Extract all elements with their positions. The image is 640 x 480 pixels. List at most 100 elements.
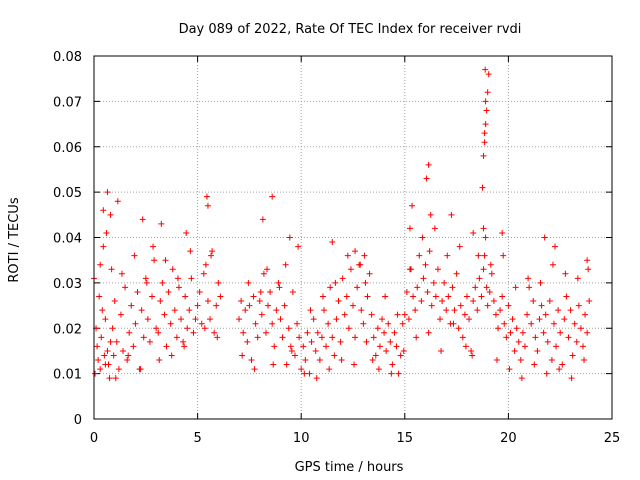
data-point xyxy=(306,370,313,377)
data-point xyxy=(507,329,514,336)
data-point xyxy=(561,316,568,323)
data-point xyxy=(481,252,488,259)
data-point xyxy=(518,375,525,382)
data-point xyxy=(184,325,191,332)
data-point xyxy=(449,284,456,291)
data-point xyxy=(291,352,298,359)
data-point xyxy=(277,316,284,323)
data-point xyxy=(548,357,555,364)
data-point xyxy=(501,320,508,327)
data-point xyxy=(444,252,451,259)
data-point xyxy=(559,361,566,368)
data-point xyxy=(252,320,259,327)
data-point xyxy=(92,370,99,377)
data-point xyxy=(329,334,336,341)
data-point xyxy=(344,252,351,259)
data-point xyxy=(556,366,563,373)
data-point xyxy=(281,302,288,309)
data-point xyxy=(110,352,117,359)
data-point xyxy=(100,243,107,250)
data-point xyxy=(528,320,535,327)
data-point xyxy=(420,275,427,282)
data-point xyxy=(406,225,413,232)
data-point xyxy=(134,288,141,295)
data-point xyxy=(569,352,576,359)
data-point xyxy=(149,293,156,300)
data-point xyxy=(137,366,144,373)
data-point xyxy=(474,307,481,314)
y-tick-label: 0 xyxy=(74,413,82,428)
data-point xyxy=(339,275,346,282)
data-point xyxy=(202,261,209,268)
data-point xyxy=(139,216,146,223)
data-point xyxy=(279,334,286,341)
data-point xyxy=(180,338,187,345)
data-point xyxy=(481,130,488,137)
data-point xyxy=(480,152,487,159)
data-point xyxy=(541,234,548,241)
data-point xyxy=(388,370,395,377)
data-point xyxy=(360,320,367,327)
data-point xyxy=(571,320,578,327)
data-point xyxy=(484,89,491,96)
y-tick-label: 0.07 xyxy=(53,95,82,110)
data-point xyxy=(482,98,489,105)
data-point xyxy=(183,229,190,236)
data-point xyxy=(264,266,271,273)
data-point xyxy=(443,307,450,314)
data-point xyxy=(251,366,258,373)
data-point xyxy=(125,352,132,359)
data-point xyxy=(207,316,214,323)
data-point xyxy=(399,320,406,327)
data-point xyxy=(586,298,593,305)
data-point xyxy=(540,329,547,336)
data-point xyxy=(288,347,295,354)
data-point xyxy=(318,334,325,341)
data-point xyxy=(273,307,280,314)
data-point xyxy=(294,320,301,327)
data-point xyxy=(515,338,522,345)
data-point xyxy=(492,311,499,318)
chart-title: Day 089 of 2022, Rate Of TEC Index for r… xyxy=(179,22,522,37)
data-point xyxy=(584,329,591,336)
data-point xyxy=(161,311,168,318)
data-point xyxy=(102,316,109,323)
data-point xyxy=(497,307,504,314)
data-point xyxy=(568,375,575,382)
data-point xyxy=(513,325,520,332)
data-point xyxy=(483,107,490,114)
data-point xyxy=(102,361,109,368)
data-point xyxy=(325,320,332,327)
data-point xyxy=(316,357,323,364)
data-point xyxy=(552,243,559,250)
data-point xyxy=(352,334,359,341)
data-point xyxy=(345,325,352,332)
data-point xyxy=(432,293,439,300)
data-point xyxy=(409,202,416,209)
data-point xyxy=(364,293,371,300)
x-tick-label: 20 xyxy=(500,431,517,446)
data-point xyxy=(100,207,107,214)
data-point xyxy=(534,347,541,354)
data-point xyxy=(146,338,153,345)
data-point xyxy=(178,316,185,323)
data-point xyxy=(335,298,342,305)
y-tick-label: 0.03 xyxy=(53,277,82,292)
data-point xyxy=(304,329,311,336)
data-point xyxy=(201,325,208,332)
data-point xyxy=(543,370,550,377)
data-point xyxy=(94,343,101,350)
data-point xyxy=(120,347,127,354)
data-point xyxy=(333,316,340,323)
data-point xyxy=(282,261,289,268)
data-point xyxy=(122,284,129,291)
data-point xyxy=(162,257,169,264)
data-point xyxy=(574,275,581,282)
data-point xyxy=(258,311,265,318)
data-point xyxy=(270,361,277,368)
data-point xyxy=(456,243,463,250)
data-point xyxy=(203,193,210,200)
data-point xyxy=(126,329,133,336)
data-point xyxy=(157,298,164,305)
data-point xyxy=(171,307,178,314)
